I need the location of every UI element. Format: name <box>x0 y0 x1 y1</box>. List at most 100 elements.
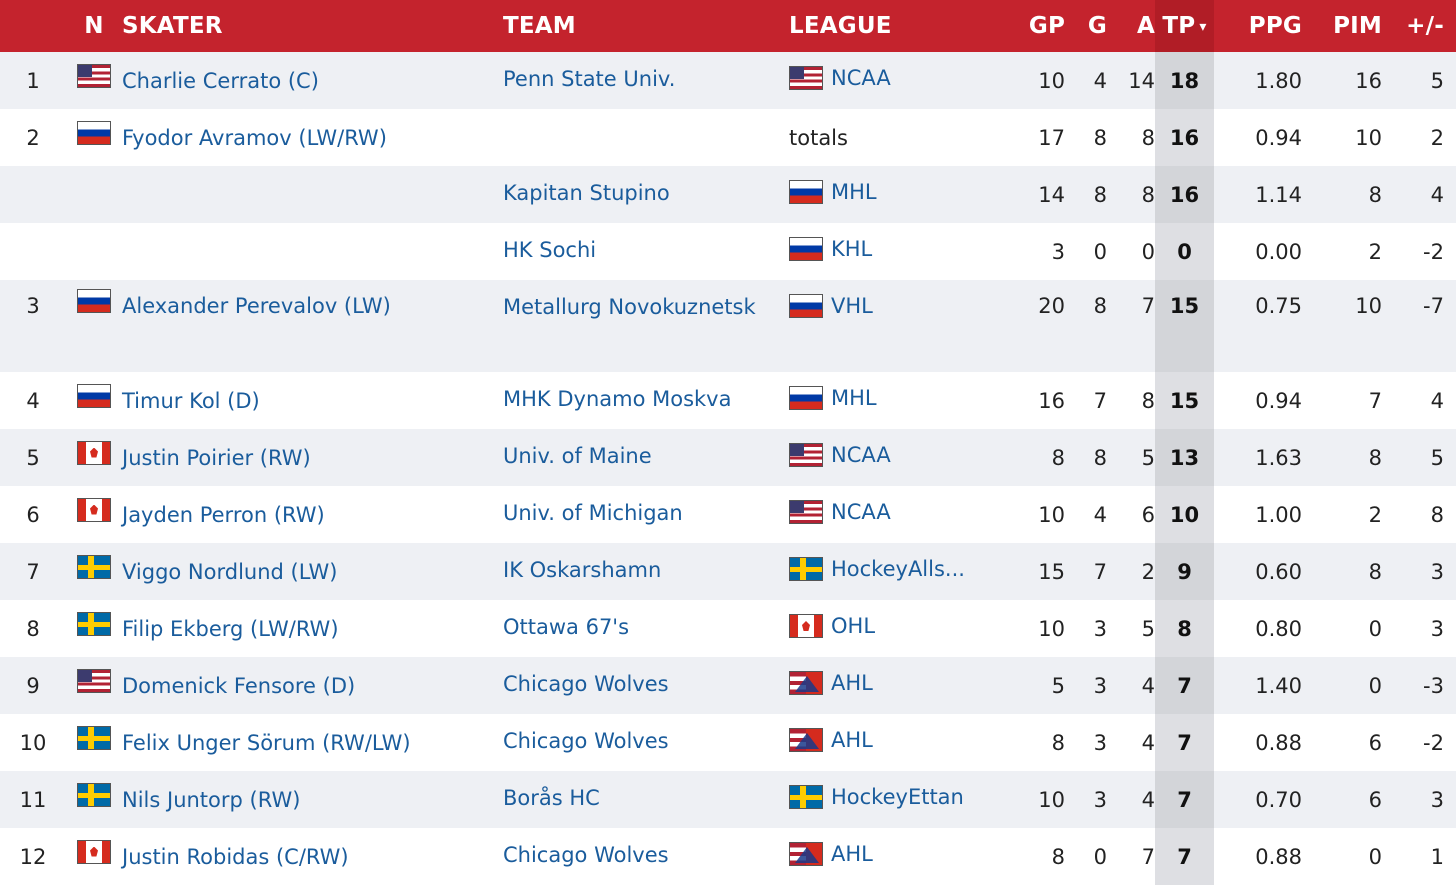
team-link[interactable]: Chicago Wolves <box>503 671 669 696</box>
league-link[interactable]: AHL <box>831 842 873 866</box>
plus-minus-cell: 3 <box>1382 771 1456 828</box>
header-n[interactable]: N <box>66 0 122 52</box>
team-cell: Univ. of Maine <box>503 429 789 486</box>
total-points-cell: 0 <box>1155 223 1214 280</box>
team-cell: HK Sochi <box>503 223 789 280</box>
usa-flag-icon <box>77 63 111 88</box>
header-a[interactable]: A <box>1107 0 1155 52</box>
total-points-cell: 9 <box>1155 543 1214 600</box>
assists-cell: 5 <box>1141 616 1155 641</box>
league-link[interactable]: VHL <box>831 294 873 318</box>
team-link[interactable]: Borås HC <box>503 785 600 810</box>
league-link[interactable]: OHL <box>831 614 876 638</box>
league-link[interactable]: MHL <box>831 180 877 204</box>
league-link[interactable]: NCAA <box>831 443 891 467</box>
ppg-cell: 0.80 <box>1255 616 1302 641</box>
header-skater[interactable]: SKATER <box>122 0 503 52</box>
league-cell: AHL <box>789 828 1001 885</box>
plus-minus-cell: 8 <box>1430 502 1444 527</box>
team-cell: IK Oskarshamn <box>503 543 789 600</box>
russia-flag-icon <box>789 386 823 410</box>
gp-cell: 8 <box>1001 429 1065 486</box>
sweden-flag-icon <box>77 611 111 636</box>
header-team[interactable]: TEAM <box>503 0 789 52</box>
skater-link[interactable]: Jayden Perron (RW) <box>122 502 325 527</box>
usa-flag-icon <box>789 66 823 90</box>
league-link[interactable]: KHL <box>831 237 873 261</box>
league-link[interactable]: HockeyEttan <box>831 785 964 809</box>
skater-cell: Viggo Nordlund (LW) <box>122 543 503 600</box>
canada-flag-icon <box>77 497 111 522</box>
header-pim[interactable]: PIM <box>1302 0 1382 52</box>
skater-link[interactable]: Felix Unger Sörum (RW/LW) <box>122 730 411 755</box>
skater-cell: Felix Unger Sörum (RW/LW) <box>122 714 503 771</box>
ppg-cell: 0.94 <box>1255 388 1302 413</box>
league-link[interactable]: AHL <box>831 728 873 752</box>
league-link[interactable]: NCAA <box>831 66 891 90</box>
league-cell: VHL <box>789 280 1001 372</box>
rank-cell: 4 <box>26 388 40 413</box>
nationality-cell <box>66 429 122 486</box>
table-row: 3 Alexander Perevalov (LW) Metallurg Nov… <box>0 280 1456 372</box>
header-plus-minus[interactable]: +/- <box>1382 0 1456 52</box>
skater-link[interactable]: Charlie Cerrato (C) <box>122 68 319 93</box>
total-points-cell: 7 <box>1155 657 1214 714</box>
table-body: 1 Charlie Cerrato (C) Penn State Univ. N… <box>0 52 1456 885</box>
team-link[interactable]: HK Sochi <box>503 237 597 262</box>
team-link[interactable]: Metallurg Novokuznetsk <box>503 295 756 319</box>
ahl-logo-icon <box>789 728 823 752</box>
table-row: 11 Nils Juntorp (RW) Borås HC HockeyEtta… <box>0 771 1456 828</box>
assists-cell: 8 <box>1141 388 1155 413</box>
team-link[interactable]: Univ. of Michigan <box>503 500 683 525</box>
goals-cell: 7 <box>1065 543 1107 600</box>
league-cell: totals <box>789 109 1001 166</box>
header-league[interactable]: LEAGUE <box>789 0 1001 52</box>
skater-link[interactable]: Filip Ekberg (LW/RW) <box>122 616 339 641</box>
ppg-cell: 0.94 <box>1255 125 1302 150</box>
header-tp[interactable]: TP ▾ <box>1155 0 1214 52</box>
assists-cell: 14 <box>1107 52 1155 109</box>
skater-link[interactable]: Viggo Nordlund (LW) <box>122 559 338 584</box>
total-points-cell: 16 <box>1155 109 1214 166</box>
team-link[interactable]: Ottawa 67's <box>503 614 630 639</box>
rank-cell <box>0 166 66 223</box>
goals-cell: 3 <box>1093 616 1107 641</box>
assists-cell: 8 <box>1107 166 1155 223</box>
table-row: HK Sochi KHL 3 0 0 0 0.00 2 -2 <box>0 223 1456 280</box>
ppg-cell: 0.88 <box>1255 844 1302 869</box>
nationality-cell <box>66 223 122 280</box>
total-points-cell: 18 <box>1155 52 1214 109</box>
header-g[interactable]: G <box>1065 0 1107 52</box>
skater-link[interactable]: Alexander Perevalov (LW) <box>122 294 391 318</box>
russia-flag-icon <box>77 383 111 408</box>
skater-link[interactable]: Domenick Fensore (D) <box>122 673 356 698</box>
team-link[interactable]: Penn State Univ. <box>503 66 676 91</box>
team-link[interactable]: IK Oskarshamn <box>503 557 662 582</box>
team-link[interactable]: Chicago Wolves <box>503 842 669 867</box>
rank-cell: 8 <box>26 616 40 641</box>
team-link[interactable]: Chicago Wolves <box>503 728 669 753</box>
skater-link[interactable]: Fyodor Avramov (LW/RW) <box>122 125 387 150</box>
skater-link[interactable]: Justin Poirier (RW) <box>122 445 311 470</box>
team-link[interactable]: MHK Dynamo Moskva <box>503 386 732 411</box>
league-link[interactable]: HockeyAlls... <box>831 557 965 581</box>
skater-link[interactable]: Timur Kol (D) <box>122 388 260 413</box>
team-link[interactable]: Kapitan Stupino <box>503 180 670 205</box>
league-link[interactable]: AHL <box>831 671 873 695</box>
header-ppg[interactable]: PPG <box>1214 0 1302 52</box>
team-link[interactable]: Univ. of Maine <box>503 443 652 468</box>
ppg-cell: 0.60 <box>1214 543 1302 600</box>
table-row: 6 Jayden Perron (RW) Univ. of Michigan N… <box>0 486 1456 543</box>
league-cell: KHL <box>789 223 1001 280</box>
header-gp[interactable]: GP <box>1001 0 1065 52</box>
plus-minus-cell: 3 <box>1382 543 1456 600</box>
gp-cell: 15 <box>1001 543 1065 600</box>
skater-link[interactable]: Nils Juntorp (RW) <box>122 787 301 812</box>
skater-link[interactable]: Justin Robidas (C/RW) <box>122 844 349 869</box>
league-link[interactable]: MHL <box>831 386 877 410</box>
total-points-cell: 16 <box>1155 166 1214 223</box>
league-link[interactable]: NCAA <box>831 500 891 524</box>
assists-cell: 4 <box>1107 657 1155 714</box>
rank-cell: 9 <box>0 657 66 714</box>
total-points-cell: 13 <box>1155 429 1214 486</box>
